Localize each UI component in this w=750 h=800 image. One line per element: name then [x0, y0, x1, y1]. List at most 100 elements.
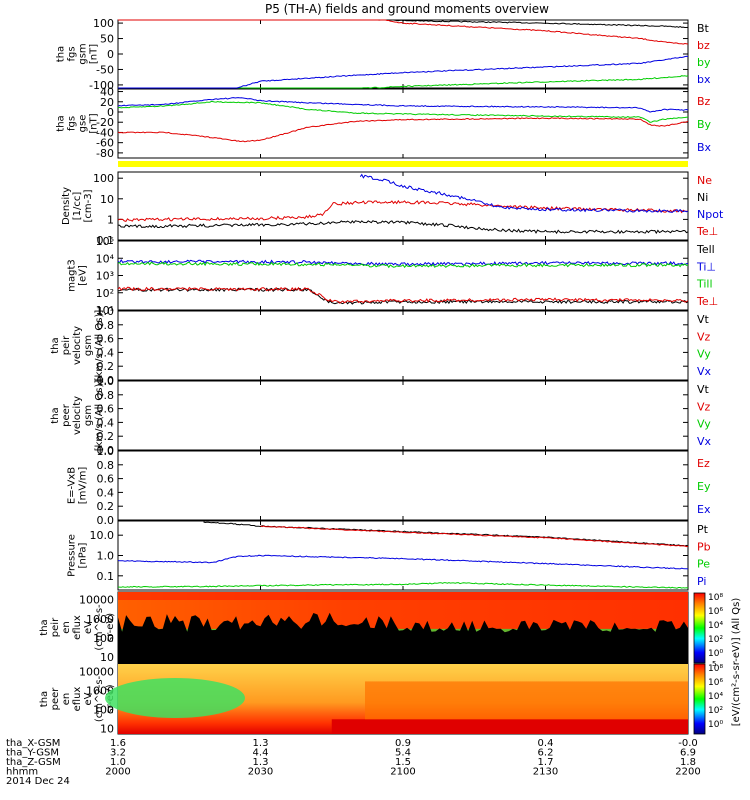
series-line-npot	[359, 173, 689, 214]
y-axis-label: eflux	[72, 615, 83, 640]
y-axis-label: peir	[50, 617, 61, 637]
x-tick-value: 5.4	[395, 748, 411, 759]
x-tick-value: 2000	[105, 767, 130, 778]
y-axis-label: (cm^2-s-	[94, 604, 105, 651]
x-tick-value: 1.6	[110, 738, 126, 749]
y-axis-label: velocity	[72, 326, 83, 365]
legend-vz: Vz	[697, 330, 711, 343]
x-tick-value: 2200	[675, 767, 700, 778]
y-axis-label: peer	[50, 687, 61, 711]
y-tick-label: 10²	[96, 287, 114, 300]
x-tick-value: 2030	[248, 767, 273, 778]
spectrogram-fills	[105, 592, 688, 734]
y-tick-label: 0.2	[97, 430, 115, 443]
colorbar-tick-label: 10²	[708, 706, 723, 716]
x-tick-value: 2100	[390, 767, 415, 778]
colorbar-tick-label: 10⁰	[708, 649, 723, 659]
x-tick-value: 6.2	[538, 748, 554, 759]
x-tick-value: 2130	[533, 767, 558, 778]
y-tick-label: 0.8	[97, 319, 115, 332]
y-axis-label: tha	[39, 691, 50, 707]
x-tick-value: 1.0	[110, 757, 126, 768]
y-tick-label: -50	[96, 63, 114, 76]
x-row-label: hhmm	[6, 767, 38, 778]
y-tick-label: 20	[100, 96, 114, 109]
panel-frame	[117, 310, 689, 381]
y-tick-label: 1.0	[97, 550, 115, 563]
y-axis-label: en	[61, 621, 72, 634]
y-tick-label: 10	[100, 193, 114, 206]
y-axis-label: tha	[56, 46, 67, 62]
legend-bx: bx	[697, 73, 711, 86]
colorbar-tick-label: 10⁰	[708, 720, 723, 730]
panel-frame	[117, 88, 689, 159]
y-axis-label: (cm^2-s-	[94, 675, 105, 722]
legend-vt: Vt	[697, 313, 710, 326]
y-axis-label: tha	[50, 337, 61, 353]
series-line-pi	[117, 554, 689, 570]
y-axis-label: E=-VxB	[67, 467, 78, 504]
y-axis-label: [nT]	[89, 44, 100, 64]
y-axis-label: [nPa]	[78, 542, 89, 568]
colorbar-tick-label: 10⁴	[708, 692, 723, 702]
x-tick-value: 6.9	[680, 748, 696, 759]
legend-vy: Vy	[697, 418, 711, 431]
y-tick-label: 10.0	[90, 529, 115, 542]
legend-pe: Pe	[697, 558, 710, 571]
legend-pt: Pt	[697, 523, 709, 536]
legend-ni: Ni	[697, 191, 708, 204]
x-tick-value: 0.4	[538, 738, 554, 749]
x-tick-value: 0.9	[395, 738, 411, 749]
legend-vx: Vx	[697, 435, 712, 448]
x-tick-value: 1.3	[253, 738, 269, 749]
peer-red-region	[331, 719, 688, 734]
legend-bz: Bz	[697, 95, 711, 108]
legend-vt: Vt	[697, 383, 710, 396]
y-axis-label: eV	[83, 692, 94, 705]
panel-density: 100 10 1 0.1 Density [1/cc] [cm-3] Ne Ni Npot Te⊥	[61, 171, 724, 247]
series-line-till	[117, 261, 689, 269]
y-tick-label: -100	[89, 79, 114, 92]
series-line-te	[117, 286, 689, 304]
legend-ex: Ex	[697, 503, 711, 516]
y-tick-label: 1.0	[97, 445, 115, 458]
y-axis-label: fgs	[67, 46, 78, 61]
x-tick-value: -0.0	[678, 738, 698, 749]
colorbar-top	[693, 592, 706, 664]
legend-vy: Vy	[697, 348, 711, 361]
y-axis-label: Pressure	[67, 534, 78, 577]
series-line-tell	[117, 287, 689, 305]
y-axis-label: [km/s (All Qs)]	[94, 380, 105, 452]
y-axis-label: sr-eV)	[105, 613, 116, 642]
y-axis-label: eflux	[72, 687, 83, 712]
y-tick-label: 10	[100, 722, 114, 735]
panel-frame	[117, 450, 689, 521]
panel-frame	[117, 240, 689, 311]
y-axis-label: magt3	[67, 259, 78, 292]
y-axis-label: tha	[50, 407, 61, 423]
panel-frame	[117, 380, 689, 451]
y-tick-label: 0.2	[97, 500, 115, 513]
colorbar-tick-label: 10⁸	[708, 593, 723, 603]
y-tick-label: 100	[93, 632, 114, 645]
y-tick-label: 1000	[86, 613, 114, 626]
y-axis-label: [1/cc]	[72, 192, 83, 221]
y-tick-label: 0.8	[97, 389, 115, 402]
legend-te: Te⊥	[696, 225, 718, 238]
y-tick-label: -80	[96, 147, 114, 160]
series-line-ne	[117, 199, 688, 222]
y-tick-label: 10⁵	[96, 235, 114, 248]
y-tick-label: -20	[96, 116, 114, 129]
legend-by: By	[697, 118, 712, 131]
colorbar-tick-label: 10²	[708, 635, 723, 645]
x-row-label: tha_X-GSM	[6, 738, 60, 749]
series-line-pb	[260, 525, 689, 548]
y-axis-label: gsm	[83, 405, 94, 426]
y-tick-label: 0.1	[97, 570, 115, 583]
y-axis-label: Density	[61, 187, 72, 225]
y-tick-label: 40	[100, 86, 114, 99]
legend-ne: Ne	[697, 174, 712, 187]
y-axis-label: peer	[61, 403, 72, 427]
